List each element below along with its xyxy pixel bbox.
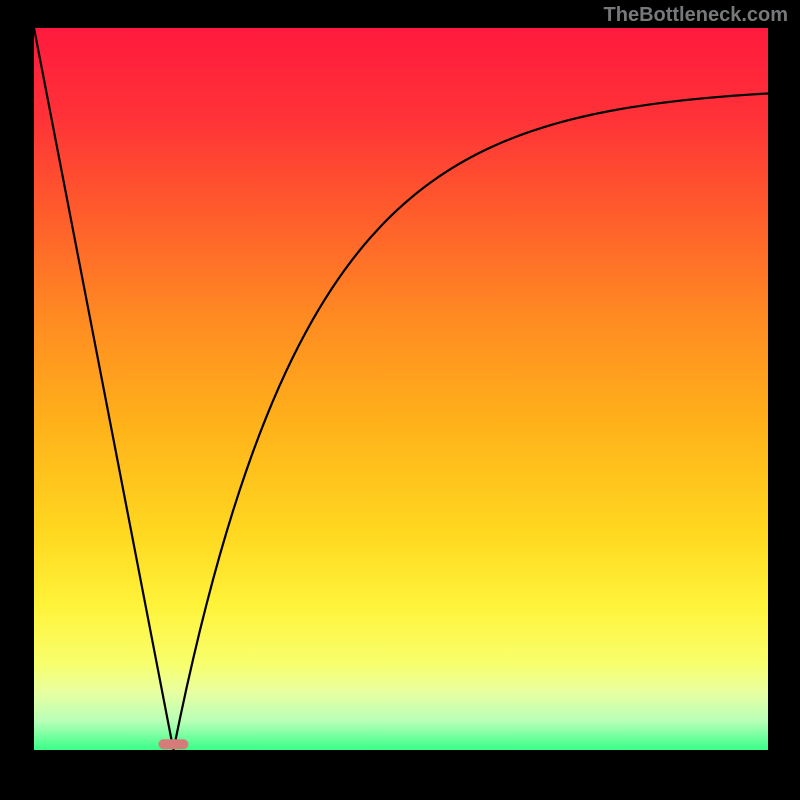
vertex-marker bbox=[158, 739, 188, 749]
bottleneck-chart bbox=[0, 0, 800, 800]
watermark-text: TheBottleneck.com bbox=[604, 4, 788, 27]
